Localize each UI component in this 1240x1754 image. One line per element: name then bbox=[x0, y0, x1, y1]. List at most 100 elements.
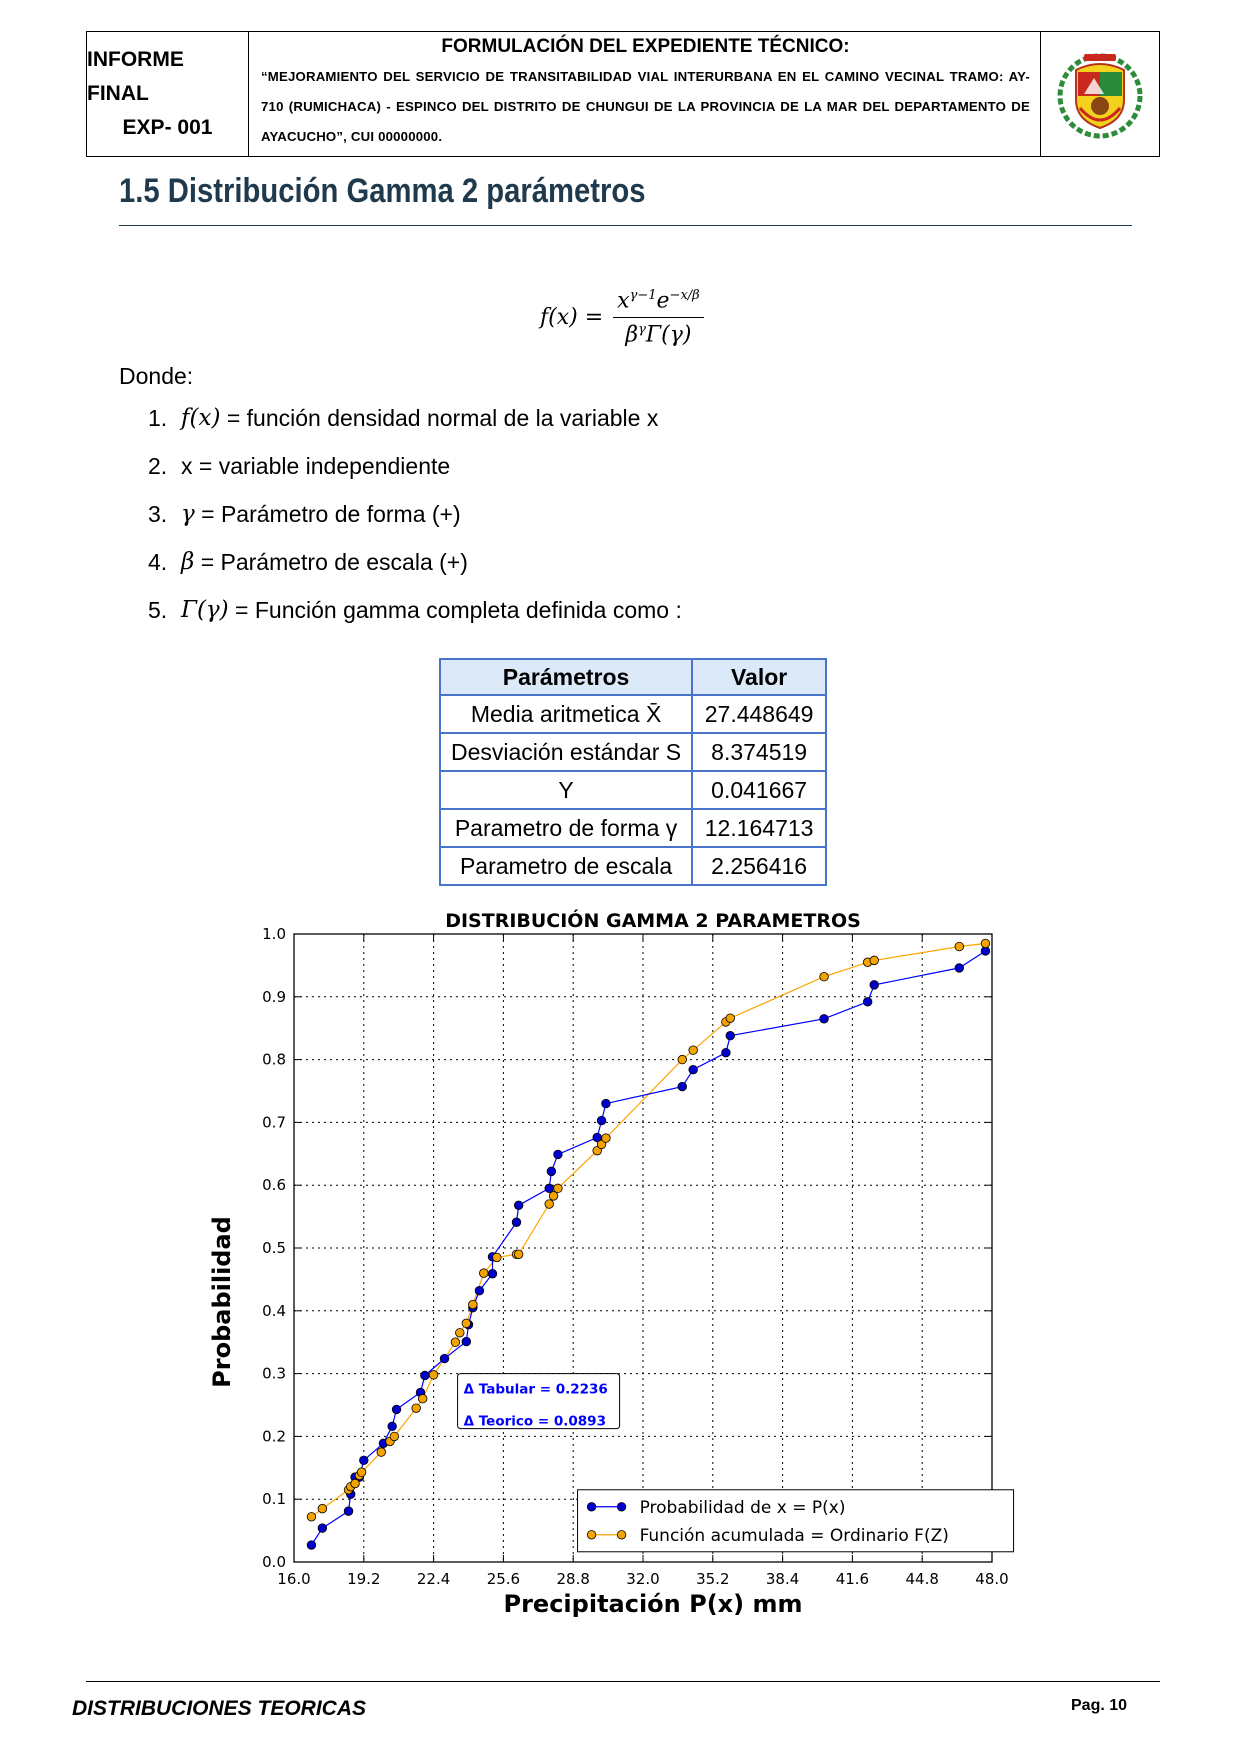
data-point-series-2 bbox=[356, 1467, 367, 1477]
table-row: Media aritmetica X̄ 27.448649 bbox=[438, 694, 828, 734]
param-name: Media aritmetica X̄ bbox=[438, 694, 694, 734]
formula-lhs: f(x) = bbox=[540, 305, 604, 331]
data-point-series-2 bbox=[553, 1183, 563, 1194]
definitions-list: 1. f(x) = función densidad normal de la v… bbox=[148, 400, 682, 640]
x-tick-label: 22.4 bbox=[417, 1570, 450, 1588]
formula-denominator: βγΓ(γ) bbox=[625, 322, 692, 348]
table-row: Parametro de forma γ 12.164713 bbox=[438, 808, 828, 848]
data-point-series-2 bbox=[376, 1447, 386, 1457]
param-name: Parametro de escala bbox=[438, 846, 694, 886]
item-symbol: β bbox=[181, 549, 195, 575]
municipal-coat-of-arms-icon bbox=[1057, 53, 1143, 139]
y-tick-label: 0.7 bbox=[262, 1113, 286, 1131]
param-value: 8.374519 bbox=[691, 732, 828, 772]
item-number: 3. bbox=[148, 501, 168, 527]
data-point-series-1 bbox=[474, 1286, 485, 1296]
x-tick-label: 32.0 bbox=[626, 1570, 659, 1588]
legend-marker bbox=[616, 1502, 627, 1512]
data-point-series-2 bbox=[492, 1252, 502, 1263]
delta-annotation-text: Δ Tabular = 0.2236 bbox=[464, 1382, 608, 1398]
data-point-series-1 bbox=[725, 1031, 735, 1041]
item-text: = Función gamma completa definida como : bbox=[235, 597, 682, 623]
project-description: “MEJORAMIENTO DEL SERVICIO DE TRANSITABI… bbox=[261, 69, 1030, 144]
donde-label: Donde: bbox=[119, 363, 194, 389]
table-row: Parametro de escala 2.256416 bbox=[438, 846, 828, 886]
data-point-series-2 bbox=[317, 1503, 328, 1514]
y-tick-label: 0.3 bbox=[262, 1365, 286, 1383]
data-point-series-1 bbox=[343, 1506, 354, 1516]
delta-annotation-text: Δ Teorico = 0.0893 bbox=[464, 1414, 606, 1430]
section-title: 1.5 Distribución Gamma 2 parámetros bbox=[119, 172, 646, 210]
data-point-series-2 bbox=[479, 1268, 489, 1278]
data-point-series-1 bbox=[677, 1081, 687, 1092]
legend-box bbox=[577, 1489, 1015, 1553]
list-item: 5. Γ(γ) = Función gamma completa definida… bbox=[148, 592, 682, 640]
param-name: Desviación estándar S bbox=[438, 732, 694, 772]
delta-annotation-box bbox=[457, 1373, 621, 1430]
data-point-series-1 bbox=[461, 1336, 472, 1347]
param-name: Y bbox=[438, 770, 694, 810]
data-point-series-2 bbox=[544, 1199, 554, 1209]
x-tick-label: 35.2 bbox=[696, 1570, 729, 1588]
data-point-series-2 bbox=[819, 972, 829, 982]
column-header: Valor bbox=[691, 658, 828, 696]
data-point-series-2 bbox=[468, 1299, 478, 1310]
data-point-series-1 bbox=[306, 1540, 317, 1550]
legend-label: Probabilidad de x = P(x) bbox=[640, 1498, 846, 1518]
data-point-series-1 bbox=[420, 1370, 430, 1381]
data-point-series-2 bbox=[417, 1394, 428, 1404]
data-point-series-2 bbox=[548, 1191, 559, 1201]
data-point-series-1 bbox=[513, 1200, 524, 1210]
param-value: 12.164713 bbox=[691, 808, 828, 848]
data-point-series-1 bbox=[439, 1353, 450, 1364]
formula-numerator: xγ−1e−x/β bbox=[613, 288, 704, 319]
legend-label: Función acumulada = Ordinario F(Z) bbox=[640, 1526, 949, 1546]
data-point-series-1 bbox=[601, 1098, 611, 1109]
param-name: Parametro de forma γ bbox=[438, 808, 694, 848]
param-value: 0.041667 bbox=[691, 770, 828, 810]
item-symbol: γ bbox=[181, 501, 195, 527]
data-point-series-2 bbox=[869, 955, 879, 966]
data-point-series-1 bbox=[688, 1064, 698, 1075]
data-point-series-1 bbox=[869, 980, 879, 990]
parameters-table: Parámetros Valor Media aritmetica X̄ 27.4… bbox=[438, 658, 828, 886]
data-point-series-2 bbox=[450, 1337, 461, 1347]
data-point-series-2 bbox=[428, 1370, 439, 1380]
report-type: INFORME FINAL bbox=[87, 48, 184, 105]
table-row: Desviación estándar S 8.374519 bbox=[438, 732, 828, 772]
item-text: = función densidad normal de la variable… bbox=[226, 405, 659, 431]
data-point-series-1 bbox=[596, 1115, 607, 1126]
data-point-series-2 bbox=[677, 1054, 687, 1065]
list-item: 3. γ = Parámetro de forma (+) bbox=[148, 496, 682, 544]
project-title-cell: FORMULACIÓN DEL EXPEDIENTE TÉCNICO: “MEJ… bbox=[249, 32, 1040, 156]
item-number: 1. bbox=[148, 405, 168, 431]
table-header-row: Parámetros Valor bbox=[438, 658, 828, 696]
y-tick-label: 0.4 bbox=[262, 1302, 286, 1320]
y-tick-label: 0.2 bbox=[262, 1427, 286, 1445]
data-point-series-2 bbox=[350, 1478, 360, 1489]
x-axis-label: Precipitación P(x) mm bbox=[504, 1590, 803, 1618]
report-number: EXP- 001 bbox=[122, 116, 213, 139]
plot-frame bbox=[293, 933, 993, 1563]
param-value: 27.448649 bbox=[691, 694, 828, 734]
y-tick-label: 1.0 bbox=[262, 925, 286, 943]
x-tick-label: 16.0 bbox=[277, 1570, 310, 1588]
list-item: 2. x = variable independiente bbox=[148, 448, 682, 496]
data-point-series-1 bbox=[359, 1455, 369, 1465]
data-point-series-2 bbox=[513, 1249, 524, 1259]
x-tick-label: 19.2 bbox=[347, 1570, 380, 1588]
section-divider bbox=[119, 225, 1132, 226]
data-point-series-1 bbox=[544, 1183, 554, 1194]
data-point-series-1 bbox=[487, 1269, 498, 1279]
item-symbol: f(x) bbox=[181, 405, 221, 431]
item-symbol: Γ(γ) bbox=[181, 597, 229, 623]
report-id-cell: INFORME FINAL EXP- 001 bbox=[87, 32, 249, 156]
item-number: 4. bbox=[148, 549, 168, 575]
item-number: 2. bbox=[148, 453, 168, 479]
data-point-series-1 bbox=[954, 963, 964, 973]
data-point-series-1 bbox=[387, 1421, 397, 1432]
item-text: = Parámetro de forma (+) bbox=[201, 501, 461, 527]
list-item: 1. f(x) = función densidad normal de la v… bbox=[148, 400, 682, 448]
footer-section-name: DISTRIBUCIONES TEORICAS bbox=[72, 1697, 367, 1720]
data-point-series-1 bbox=[317, 1523, 328, 1533]
